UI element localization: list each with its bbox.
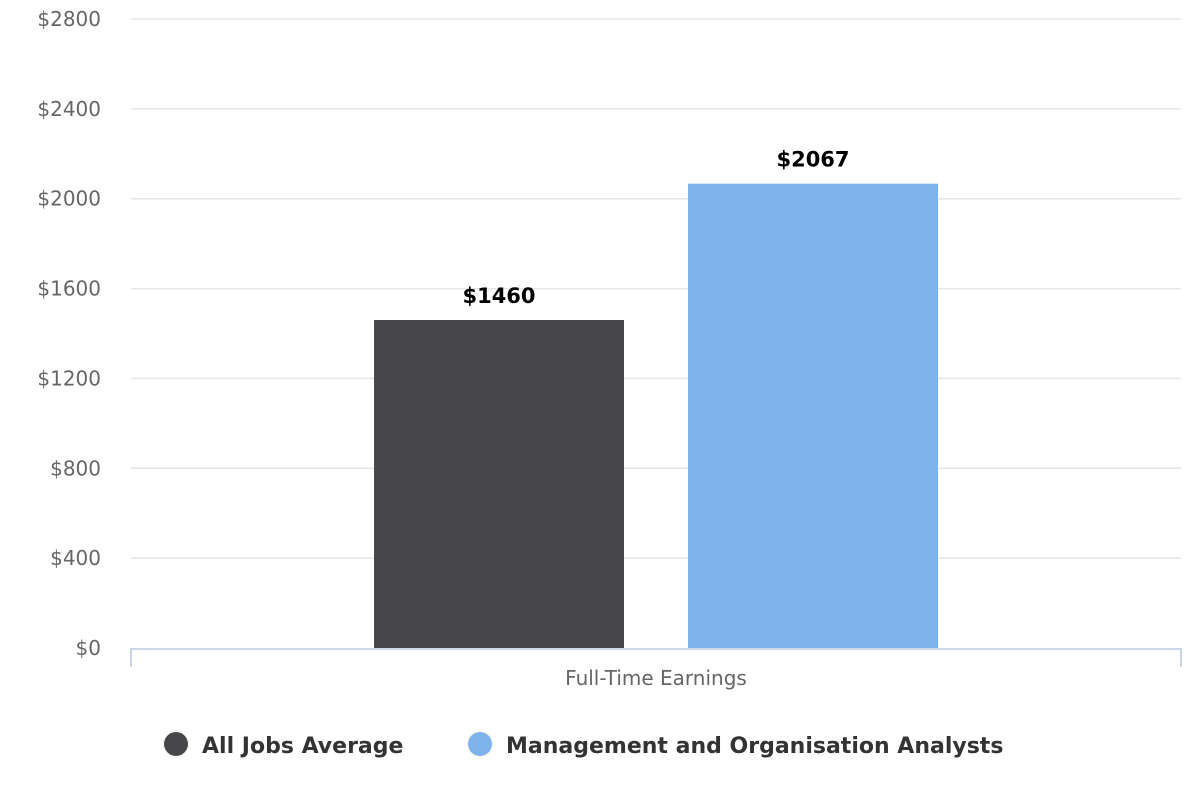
data-label-all-jobs-average: $1460 [462, 284, 535, 308]
y-axis: $0 $400 $800 $1200 $1600 $2000 $2400 $2800 [37, 7, 101, 660]
legend-label-all-jobs-average: All Jobs Average [202, 734, 403, 759]
legend-item-all-jobs-average[interactable]: All Jobs Average [164, 732, 403, 759]
y-tick-label: $2400 [37, 97, 101, 121]
legend-marker-all-jobs-average [164, 732, 188, 756]
y-tick-label: $800 [50, 456, 101, 480]
data-label-management-analysts: $2067 [776, 148, 849, 172]
data-labels: $1460 $2067 [462, 148, 849, 308]
bar-all-jobs-average [374, 320, 624, 648]
legend-marker-management-analysts [468, 732, 492, 756]
y-tick-label: $2000 [37, 187, 101, 211]
y-tick-label: $1600 [37, 277, 101, 301]
legend-item-management-analysts[interactable]: Management and Organisation Analysts [468, 732, 1003, 759]
y-tick-label: $400 [50, 546, 101, 570]
y-tick-label: $2800 [37, 7, 101, 31]
y-tick-label: $1200 [37, 366, 101, 390]
bars [374, 183, 938, 648]
legend: All Jobs Average Management and Organisa… [164, 732, 1003, 759]
x-category-label: Full-Time Earnings [565, 666, 747, 690]
legend-label-management-analysts: Management and Organisation Analysts [506, 734, 1003, 759]
y-tick-label: $0 [76, 636, 101, 660]
grid-lines [131, 18, 1181, 559]
bar-management-analysts [688, 183, 938, 648]
x-axis: Full-Time Earnings [130, 648, 1182, 690]
